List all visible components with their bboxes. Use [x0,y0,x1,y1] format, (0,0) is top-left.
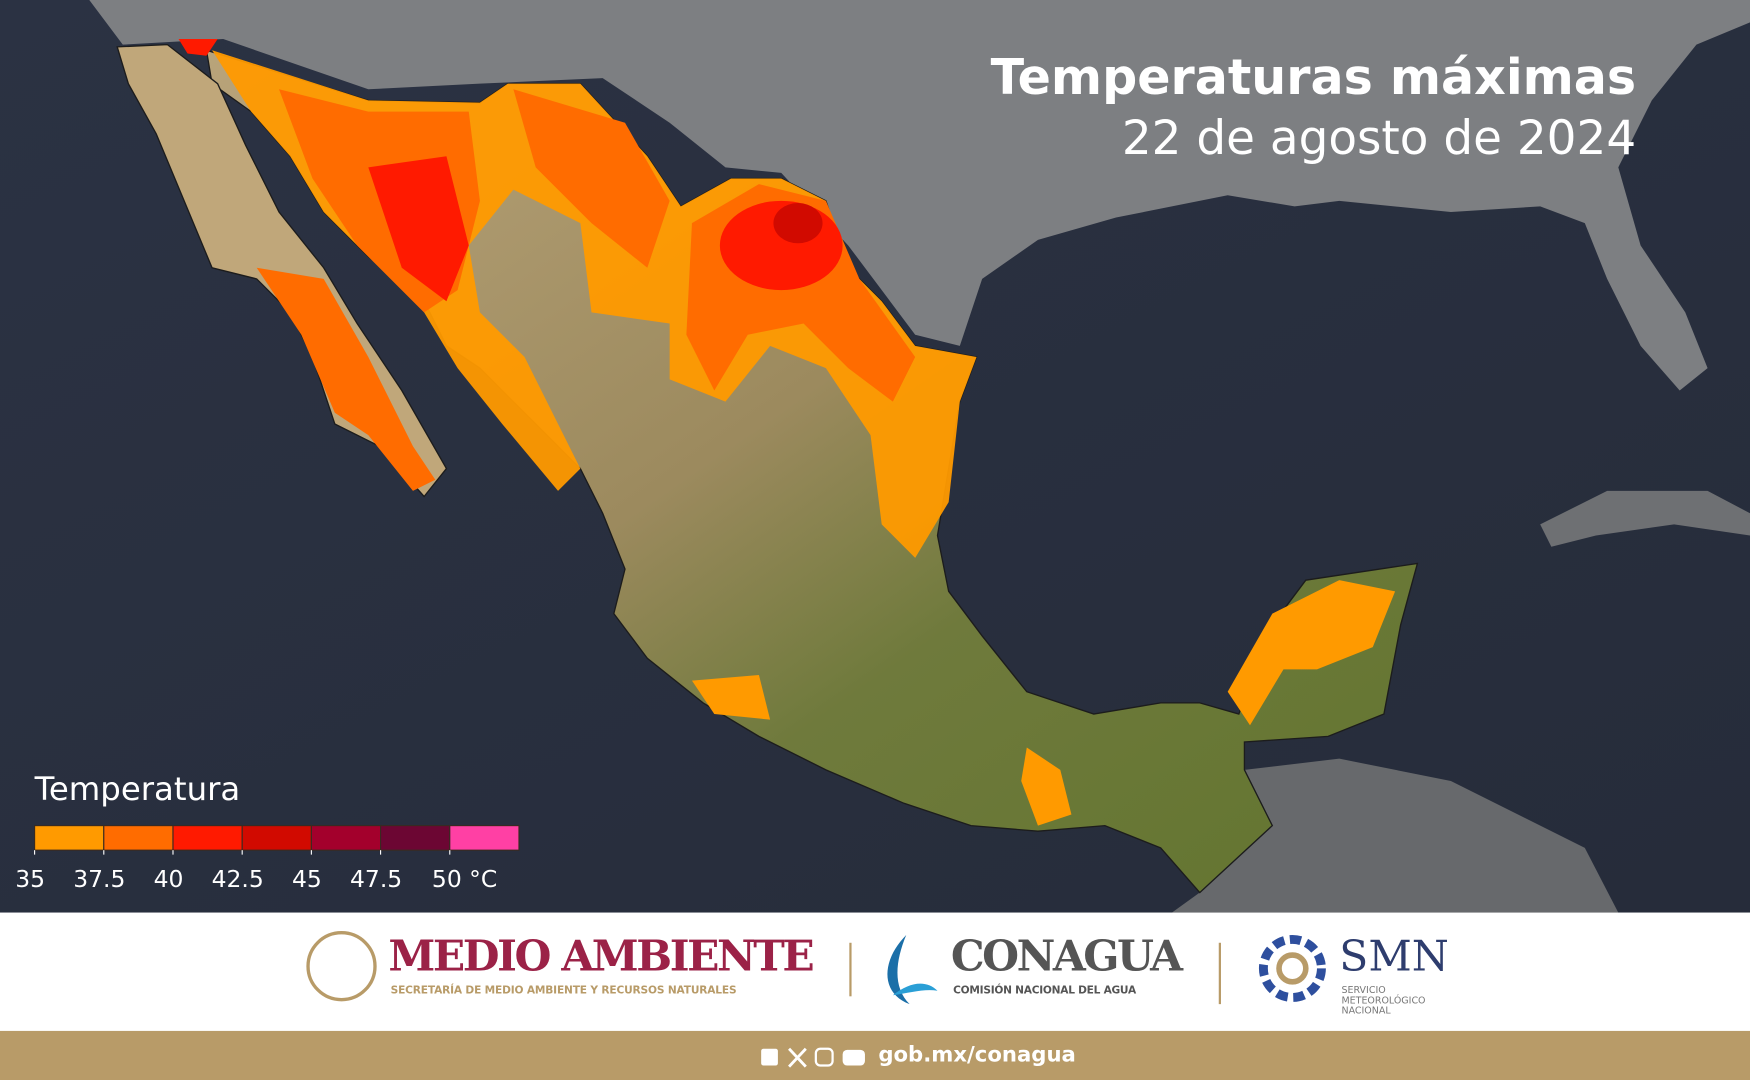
logo-name: CONAGUA [951,931,1184,981]
conagua-icon [892,983,938,996]
legend-swatch [34,825,105,851]
logo-tagline: NACIONAL [1342,1005,1392,1016]
heat-area [691,675,771,720]
heat-area [178,39,218,56]
central-america [1171,758,1619,913]
heat-area [1021,747,1072,826]
logo-name: MEDIO AMBIENTE [388,931,814,981]
legend-tick-label: 35 [15,865,45,893]
legend-swatch [103,825,174,851]
x-icon[interactable] [788,1047,807,1068]
legend-tick-label: 42.5 [212,865,264,893]
logo-tagline: COMISIÓN NACIONAL DEL AGUA [953,984,1137,997]
legend-swatch [241,825,312,851]
legend-swatch [449,825,520,851]
heat-area [773,203,823,244]
subtitle: 22 de agosto de 2024 [1122,112,1636,166]
logo-tagline: METEOROLÓGICO [1342,994,1426,1006]
smn-icon [1258,934,1326,1002]
legend-tick-label: 45 [292,865,322,893]
legend-tick-label: 50 °C [432,865,497,893]
footer-bar [0,1030,1750,1080]
logo-tagline: SECRETARÍA DE MEDIO AMBIENTE Y RECURSOS … [391,984,737,997]
legend-swatch [310,825,382,851]
legend-title: Temperatura [34,770,241,808]
legend: Temperatura 35 37.5 40 42.5 45 47.5 50 °C [15,770,520,893]
instagram-icon[interactable] [814,1047,834,1067]
cuba [1540,490,1750,547]
youtube-icon[interactable] [842,1049,865,1066]
heat-area [368,156,469,302]
heat-area [513,89,670,268]
conagua-icon [887,934,910,1005]
heat-area [256,267,436,491]
legend-tick-label: 40 [154,865,184,893]
footer-url[interactable]: gob.mx/conagua [878,1041,1076,1066]
heat-area [1227,580,1396,726]
legend-swatch [380,825,451,851]
logo-name: SMN [1339,932,1449,981]
legend-swatch [172,825,243,851]
usa-land [89,0,1750,391]
smn-icon [1276,952,1309,985]
facebook-icon[interactable] [761,1048,778,1066]
emblem [306,931,377,1002]
title: Temperaturas máximas [991,48,1636,106]
legend-tick-label: 47.5 [350,865,402,893]
footer [0,912,1750,1031]
logo-tagline: SERVICIO [1342,985,1386,996]
legend-tick-label: 37.5 [73,865,125,893]
